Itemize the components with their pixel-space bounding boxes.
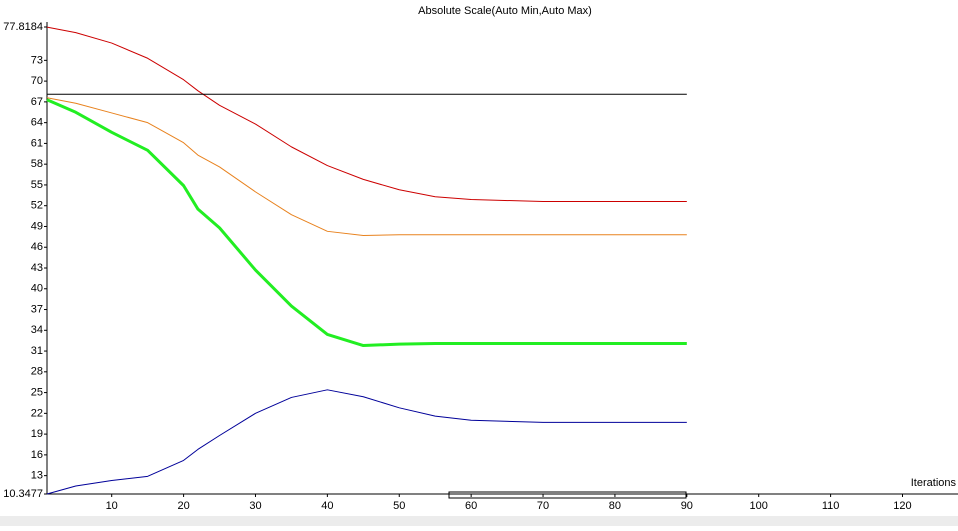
x-tick-label: 30 <box>249 500 261 512</box>
x-tick-label: 20 <box>177 500 189 512</box>
x-tick-label: 90 <box>681 500 693 512</box>
series-line <box>46 26 687 203</box>
y-tick-label: 55 <box>31 179 43 191</box>
series-line <box>46 97 687 236</box>
y-tick-label: 58 <box>31 158 43 170</box>
y-tick-label: 13 <box>31 470 43 482</box>
x-tick-label: 60 <box>465 500 477 512</box>
y-tick-label: 19 <box>31 428 43 440</box>
x-tick-label: 70 <box>537 500 549 512</box>
x-tick-label: 10 <box>106 500 118 512</box>
x-tick-label: 50 <box>393 500 405 512</box>
y-tick-label: 70 <box>31 75 43 87</box>
y-tick-label: 73 <box>31 54 43 66</box>
y-tick-label: 28 <box>31 366 43 378</box>
status-strip <box>0 516 958 526</box>
y-tick-label: 46 <box>31 241 43 253</box>
y-tick-label: 52 <box>31 200 43 212</box>
x-tick-label: 100 <box>750 500 768 512</box>
y-tick-label: 43 <box>31 262 43 274</box>
x-tick-label: 40 <box>321 500 333 512</box>
y-tick-label: 61 <box>31 137 43 149</box>
y-tick-label: 34 <box>31 324 43 336</box>
y-tick-label: 49 <box>31 220 43 232</box>
x-axis-label: Iterations <box>911 477 957 489</box>
y-tick-label: 31 <box>31 345 43 357</box>
y-tick-label: 37 <box>31 303 43 315</box>
x-tick-label: 80 <box>609 500 621 512</box>
y-tick-label: 67 <box>31 96 43 108</box>
y-tick-label: 64 <box>31 117 43 129</box>
y-tick-label: 25 <box>31 386 43 398</box>
x-tick-label: 110 <box>822 500 840 512</box>
y-tick-label: 22 <box>31 407 43 419</box>
y-tick-label: 77.8184 <box>3 21 43 33</box>
chart-title: Absolute Scale(Auto Min,Auto Max) <box>418 5 592 17</box>
y-tick-label: 40 <box>31 283 43 295</box>
y-tick-label: 16 <box>31 449 43 461</box>
x-tick-label: 120 <box>893 500 911 512</box>
series-line <box>46 98 687 348</box>
scrollbar[interactable] <box>448 491 687 499</box>
series-line <box>46 389 687 495</box>
y-tick-label: 10.3477 <box>3 488 43 500</box>
